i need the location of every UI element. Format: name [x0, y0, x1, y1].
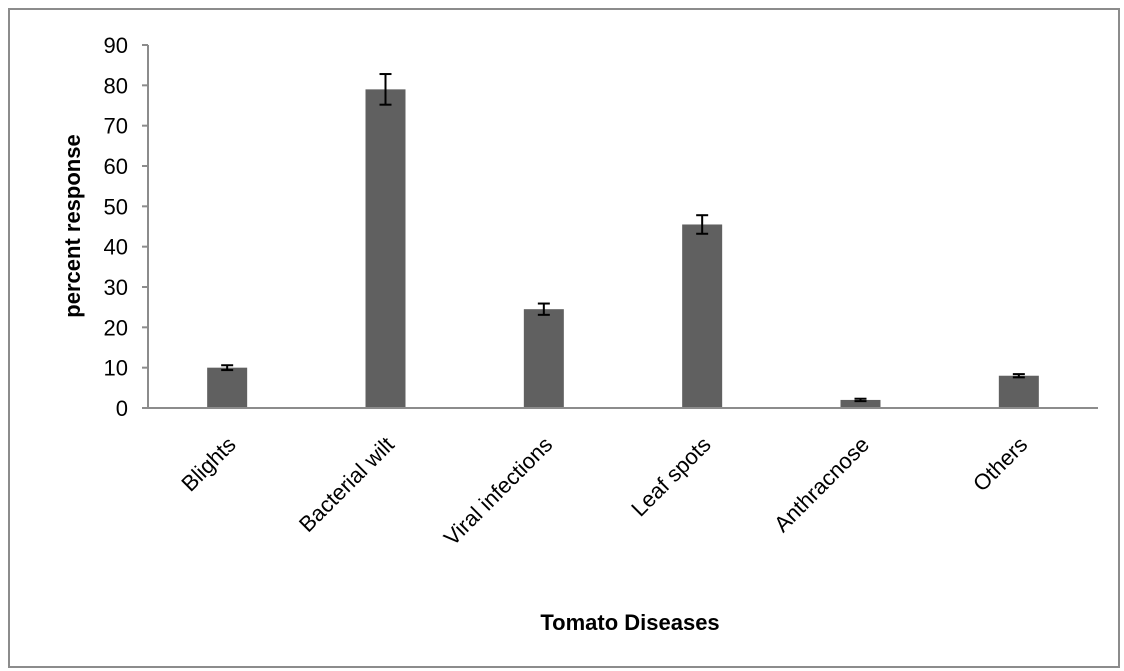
- error-bar: [221, 364, 234, 372]
- x-category-label: Bacterial wilt: [294, 432, 399, 537]
- bar-bacterial-wilt: [365, 89, 406, 408]
- x-category-label: Others: [968, 432, 1032, 496]
- x-axis-title: Tomato Diseases: [540, 610, 719, 635]
- y-tick-label: 90: [104, 33, 128, 58]
- y-axis-ticks: 0 10 20 30 40 50 60 70 80 90: [104, 33, 148, 421]
- x-axis-category-labels: Blights Bacterial wilt Viral infections Lea…: [176, 432, 1032, 551]
- error-bar: [379, 73, 392, 106]
- bar-viral-infections: [523, 309, 564, 408]
- x-category-label: Leaf spots: [626, 432, 715, 521]
- y-tick-label: 70: [104, 114, 128, 139]
- chart-frame: [8, 8, 1120, 668]
- y-tick-label: 0: [116, 396, 128, 421]
- y-tick-label: 10: [104, 356, 128, 381]
- bar-leaf-spots: [682, 224, 723, 408]
- bar-anthracnose: [840, 399, 881, 408]
- bar-blights: [207, 367, 248, 408]
- x-category-label: Viral infections: [439, 432, 558, 551]
- y-axis-title: percent response: [60, 134, 85, 317]
- y-tick-label: 50: [104, 194, 128, 219]
- bars: [207, 89, 1039, 408]
- y-tick-label: 40: [104, 235, 128, 260]
- x-category-label: Blights: [176, 432, 240, 496]
- error-bar: [537, 302, 550, 316]
- bar-others: [998, 375, 1039, 408]
- error-bar: [854, 397, 867, 403]
- error-bar: [696, 214, 709, 235]
- y-tick-label: 80: [104, 73, 128, 98]
- y-tick-label: 20: [104, 315, 128, 340]
- y-tick-label: 30: [104, 275, 128, 300]
- y-tick-label: 60: [104, 154, 128, 179]
- error-bars: [221, 73, 1025, 403]
- error-bar: [1012, 373, 1025, 379]
- x-category-label: Anthracnose: [769, 432, 874, 537]
